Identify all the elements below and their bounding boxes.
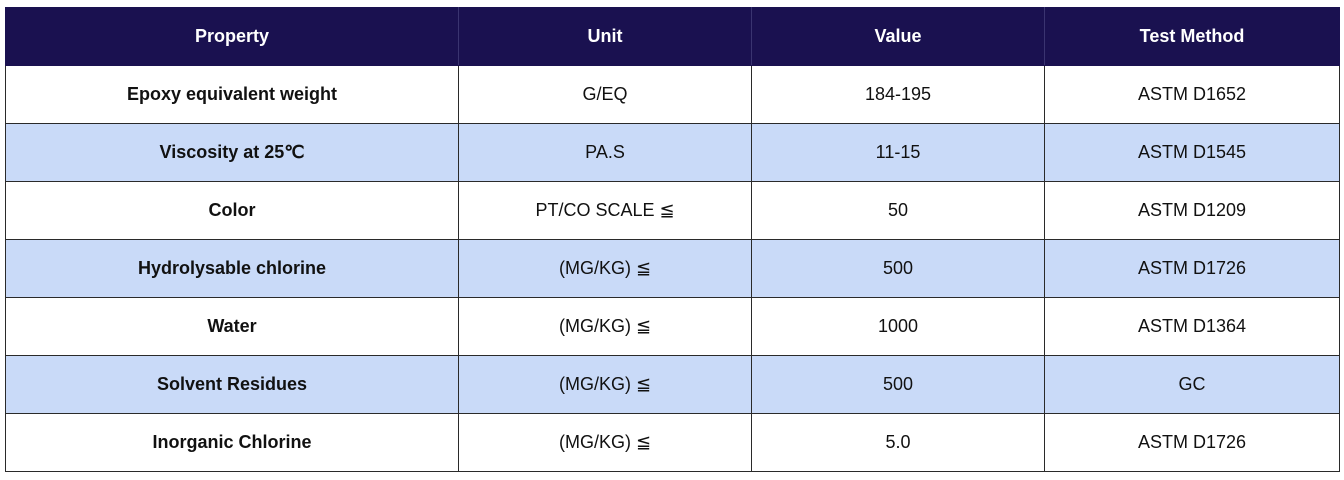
cell-property: Epoxy equivalent weight	[5, 65, 459, 124]
cell-value: 11-15	[751, 123, 1045, 182]
table-row: Water (MG/KG) ≦ 1000 ASTM D1364	[5, 297, 1340, 356]
cell-property: Water	[5, 297, 459, 356]
cell-value: 5.0	[751, 413, 1045, 472]
table-body: Epoxy equivalent weight G/EQ 184-195 AST…	[5, 65, 1340, 472]
cell-test-method: GC	[1044, 355, 1340, 414]
header-property: Property	[5, 7, 459, 66]
cell-property: Inorganic Chlorine	[5, 413, 459, 472]
header-test-method: Test Method	[1044, 7, 1340, 66]
cell-test-method: ASTM D1726	[1044, 239, 1340, 298]
header-unit: Unit	[458, 7, 752, 66]
cell-test-method: ASTM D1652	[1044, 65, 1340, 124]
table-row: Inorganic Chlorine (MG/KG) ≦ 5.0 ASTM D1…	[5, 413, 1340, 472]
cell-unit: (MG/KG) ≦	[458, 355, 752, 414]
cell-property: Viscosity at 25℃	[5, 123, 459, 182]
cell-test-method: ASTM D1545	[1044, 123, 1340, 182]
table-row: Solvent Residues (MG/KG) ≦ 500 GC	[5, 355, 1340, 414]
cell-test-method: ASTM D1209	[1044, 181, 1340, 240]
cell-unit: PT/CO SCALE ≦	[458, 181, 752, 240]
cell-property: Hydrolysable chlorine	[5, 239, 459, 298]
cell-property: Color	[5, 181, 459, 240]
spec-table-container: Property Unit Value Test Method Epoxy eq…	[5, 7, 1340, 472]
cell-unit: G/EQ	[458, 65, 752, 124]
table-row: Epoxy equivalent weight G/EQ 184-195 AST…	[5, 65, 1340, 124]
cell-test-method: ASTM D1364	[1044, 297, 1340, 356]
cell-value: 500	[751, 355, 1045, 414]
cell-value: 184-195	[751, 65, 1045, 124]
cell-unit: (MG/KG) ≦	[458, 413, 752, 472]
cell-test-method: ASTM D1726	[1044, 413, 1340, 472]
cell-unit: (MG/KG) ≦	[458, 297, 752, 356]
cell-value: 500	[751, 239, 1045, 298]
header-row: Property Unit Value Test Method	[5, 7, 1340, 66]
header-value: Value	[751, 7, 1045, 66]
table-row: Hydrolysable chlorine (MG/KG) ≦ 500 ASTM…	[5, 239, 1340, 298]
cell-value: 1000	[751, 297, 1045, 356]
cell-value: 50	[751, 181, 1045, 240]
cell-unit: PA.S	[458, 123, 752, 182]
table-header: Property Unit Value Test Method	[5, 7, 1340, 66]
specification-table: Property Unit Value Test Method Epoxy eq…	[5, 7, 1340, 472]
table-row: Viscosity at 25℃ PA.S 11-15 ASTM D1545	[5, 123, 1340, 182]
cell-unit: (MG/KG) ≦	[458, 239, 752, 298]
cell-property: Solvent Residues	[5, 355, 459, 414]
table-row: Color PT/CO SCALE ≦ 50 ASTM D1209	[5, 181, 1340, 240]
